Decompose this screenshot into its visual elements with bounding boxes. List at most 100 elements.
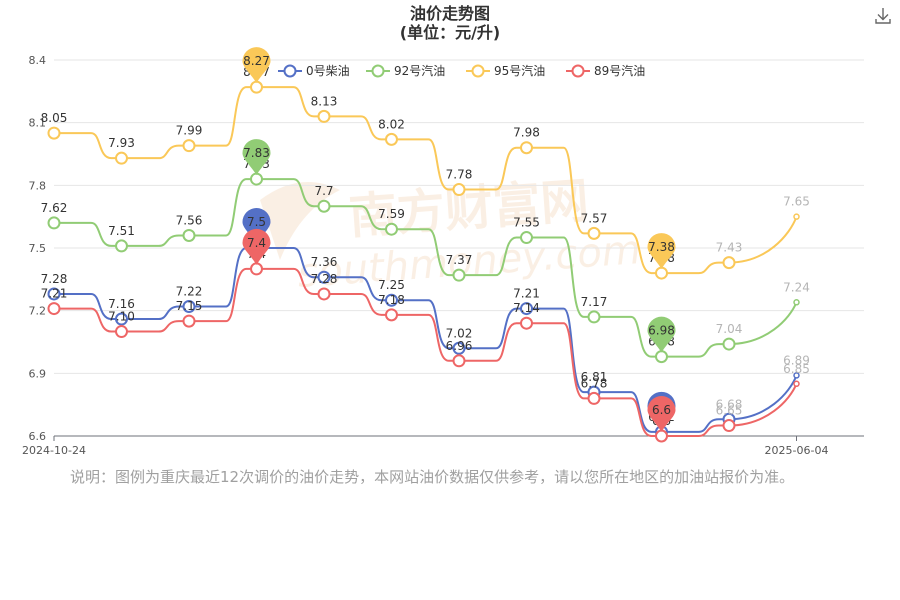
data-point — [47, 216, 61, 230]
data-point — [793, 380, 800, 388]
data-point — [385, 308, 398, 322]
mark-pin — [242, 208, 271, 244]
data-label: 7.57 — [581, 211, 608, 225]
data-label: 8.13 — [311, 94, 338, 108]
data-point — [182, 314, 196, 328]
chart-subtitle: (单位：元/升) — [400, 23, 500, 42]
data-point — [793, 372, 800, 379]
mark-pins: 7.56.627.836.988.277.387.46.6 — [242, 47, 676, 432]
data-point — [520, 316, 533, 330]
data-point — [452, 354, 466, 368]
data-point — [793, 299, 800, 306]
data-point — [452, 268, 466, 282]
data-label: 7.24 — [783, 280, 810, 294]
y-tick-label: 6.6 — [29, 430, 47, 443]
mark-pin — [647, 316, 676, 353]
data-point — [793, 213, 800, 220]
data-point — [317, 270, 331, 284]
data-point — [182, 299, 196, 313]
data-label: 7.16 — [108, 297, 135, 311]
data-label: 7.65 — [783, 195, 810, 209]
data-point — [115, 312, 128, 326]
data-label: 7.7 — [314, 184, 333, 198]
data-label: 7.59 — [378, 207, 405, 221]
data-point — [587, 310, 601, 324]
data-point — [47, 126, 61, 140]
data-point — [452, 183, 466, 197]
series-line — [54, 267, 798, 437]
mark-pin — [242, 228, 271, 265]
data-point — [385, 132, 398, 146]
data-point — [520, 141, 533, 155]
legend-item-label: 89号汽油 — [594, 63, 645, 78]
data-point — [47, 302, 61, 316]
data-point — [182, 228, 196, 242]
disclaimer-note: 说明：图例为重庆最近12次调价的油价走势，本网站油价数据仅供参考，请以您所在地区… — [70, 468, 795, 486]
data-label: 7.25 — [378, 278, 405, 292]
legend[interactable]: 0号柴油 92号汽油 95号汽油 89号汽油 — [278, 63, 645, 78]
data-point — [115, 151, 128, 165]
legend-marker — [471, 64, 485, 78]
mark-pin — [647, 233, 676, 270]
data-label: 7.78 — [446, 168, 473, 182]
mark-pin-label: 8.27 — [243, 54, 270, 68]
data-label: 6.68 — [716, 397, 743, 411]
data-label: 7.37 — [446, 253, 473, 267]
series-line — [54, 178, 798, 358]
data-label: 7.93 — [108, 136, 135, 150]
data-label: 7.22 — [176, 284, 203, 298]
data-label: 7.28 — [311, 272, 338, 286]
data-label: 6.96 — [446, 339, 473, 353]
data-label: 7.10 — [108, 310, 135, 324]
download-icon[interactable] — [874, 6, 892, 26]
data-point — [520, 302, 533, 316]
data-label: 8.02 — [378, 117, 405, 131]
data-label: 7.02 — [446, 326, 473, 340]
legend-item-label: 0号柴油 — [306, 64, 350, 78]
data-point — [250, 172, 263, 186]
data-point — [655, 266, 668, 280]
data-point — [452, 341, 466, 355]
y-tick-label: 8.1 — [29, 117, 47, 130]
data-label: 6.81 — [581, 370, 608, 384]
data-point — [520, 231, 533, 245]
data-label: 7.17 — [581, 295, 608, 309]
data-label: 7.55 — [513, 216, 540, 230]
data-point — [115, 325, 128, 339]
y-tick-label: 7.8 — [29, 179, 47, 192]
series-points — [47, 80, 800, 443]
data-label: 7.43 — [716, 241, 743, 255]
x-tick-label: 2024-10-24 — [22, 444, 86, 457]
data-label: 7.18 — [378, 293, 405, 307]
y-tick-label: 7.5 — [29, 242, 47, 255]
data-label: 8.05 — [41, 111, 68, 125]
data-point — [317, 199, 331, 213]
data-point — [655, 350, 668, 364]
mark-pin-label: 7.4 — [247, 236, 266, 250]
chart-title: 油价走势图 — [410, 4, 490, 23]
data-label: 7.21 — [41, 287, 68, 301]
data-label: 7.36 — [311, 255, 338, 269]
data-point — [47, 287, 61, 301]
mark-pin — [242, 47, 271, 84]
data-label: 6.65 — [716, 404, 743, 418]
mark-pin-label: 6.98 — [648, 324, 675, 338]
data-point — [722, 419, 736, 433]
data-point — [317, 287, 331, 301]
data-point — [317, 109, 331, 123]
data-point — [722, 256, 736, 270]
data-point — [655, 429, 668, 443]
data-point — [385, 222, 398, 236]
mark-pin-label: 6.6 — [652, 403, 671, 417]
data-label: 7.51 — [108, 224, 135, 238]
data-label: 7.15 — [176, 299, 203, 313]
data-label: 6.78 — [581, 376, 608, 390]
data-point — [385, 293, 398, 307]
axes: 6.6 6.9 7.2 7.5 7.8 8.1 8.4 2024-10-24 2025-06-0… — [22, 54, 864, 457]
series-lines — [54, 86, 798, 437]
mark-pin — [242, 139, 271, 176]
data-label: 7.98 — [513, 126, 540, 140]
legend-marker — [571, 64, 585, 78]
data-label: 7.14 — [513, 301, 540, 315]
